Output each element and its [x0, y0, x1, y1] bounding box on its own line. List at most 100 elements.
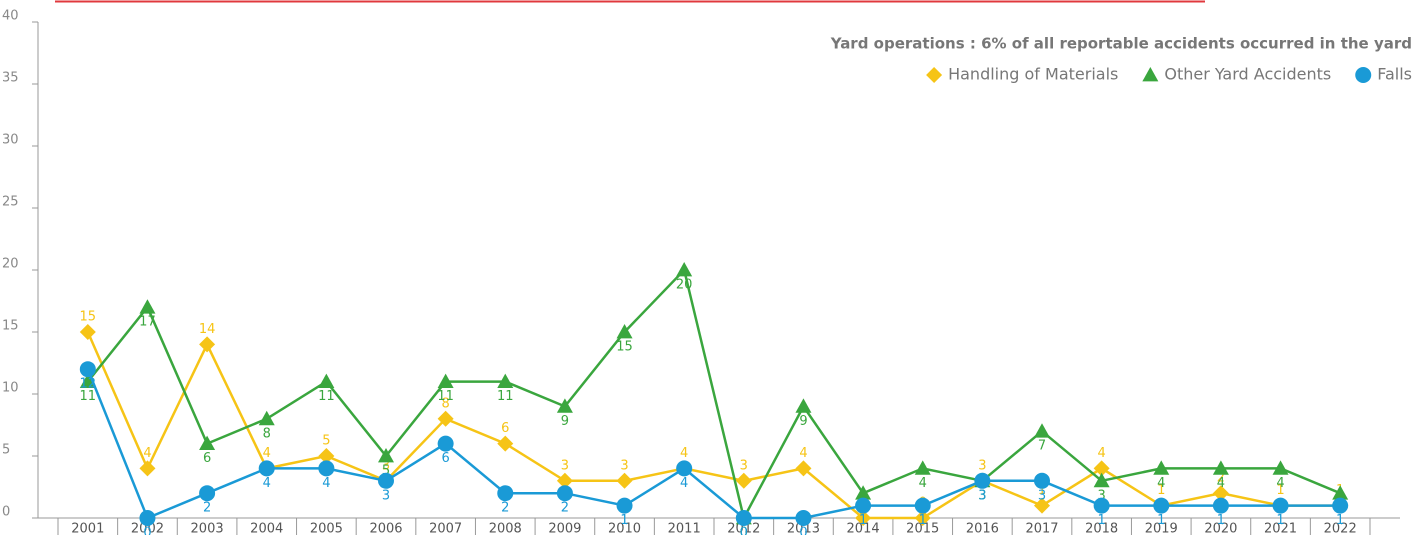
circle-marker — [914, 497, 931, 514]
x-tick-label: 2008 — [489, 522, 522, 535]
series-line — [86, 368, 1341, 520]
data-label: 7 — [1038, 439, 1046, 454]
legend-label: Other Yard Accidents — [1164, 65, 1331, 84]
x-tick-label: 2019 — [1145, 522, 1178, 535]
x-tick-label: 2020 — [1204, 522, 1237, 535]
data-label: 1 — [1276, 483, 1284, 498]
y-tick-label: 35 — [2, 71, 19, 86]
y-tick-label: 30 — [2, 133, 19, 148]
triangle-marker — [795, 398, 812, 413]
triangle-marker — [1332, 485, 1349, 500]
data-label: 0 — [740, 526, 748, 535]
x-tick-label: 2021 — [1264, 522, 1297, 535]
data-label: 5 — [382, 464, 390, 479]
diamond-marker — [795, 460, 812, 477]
data-label: 11 — [497, 389, 514, 404]
y-tick-label: 25 — [2, 195, 19, 210]
circle-marker — [735, 510, 752, 526]
data-label: 2 — [561, 501, 569, 516]
x-tick-label: 2017 — [1025, 522, 1058, 535]
circle-marker — [616, 497, 633, 514]
x-tick-label: 2015 — [906, 522, 939, 535]
diamond-marker — [556, 472, 573, 489]
x-tick-label: 2004 — [250, 522, 283, 535]
data-label: 4 — [1276, 476, 1284, 491]
circle-marker — [1093, 497, 1110, 514]
data-label: 4 — [680, 476, 688, 491]
data-label: 2 — [1217, 471, 1225, 486]
triangle-marker — [1272, 460, 1289, 475]
data-label: 8 — [263, 426, 271, 441]
data-label: 4 — [919, 476, 927, 491]
data-label: 1 — [1276, 513, 1284, 528]
x-tick-label: 2022 — [1324, 522, 1357, 535]
data-label: 4 — [1157, 476, 1165, 491]
circle-marker — [199, 485, 216, 502]
triangle-marker — [378, 448, 394, 463]
circle-marker — [1272, 497, 1289, 514]
circle-marker — [1034, 472, 1050, 489]
chart-title: Yard operations : 6% of all reportable a… — [830, 35, 1412, 53]
diamond-marker — [497, 435, 514, 452]
data-label: 3 — [1097, 488, 1105, 503]
data-label: 0 — [143, 526, 151, 535]
diamond-marker — [926, 67, 943, 83]
diamond-marker — [139, 460, 156, 477]
data-label: 9 — [799, 414, 807, 429]
circle-marker — [1153, 497, 1170, 514]
data-label: 3 — [978, 488, 986, 503]
data-label: 3 — [382, 458, 390, 473]
diamond-marker — [79, 324, 96, 340]
diamond-marker — [914, 510, 931, 526]
circle-marker — [1212, 497, 1229, 514]
data-label: 1 — [1336, 513, 1344, 528]
x-tick-label: 2005 — [310, 522, 343, 535]
data-label: 17 — [139, 315, 156, 330]
data-label: 1 — [620, 513, 628, 528]
x-tick-label: 2002 — [131, 522, 164, 535]
y-tick-label: 5 — [2, 443, 10, 458]
data-label: 1 — [1157, 483, 1165, 498]
circle-marker — [795, 510, 812, 526]
circle-marker — [974, 472, 991, 489]
circle-marker — [676, 460, 693, 477]
data-label: 1 — [1038, 483, 1046, 498]
x-tick-label: 2018 — [1085, 522, 1118, 535]
data-label: 1 — [919, 513, 927, 528]
data-label: 6 — [203, 451, 211, 466]
data-label: 1 — [1157, 513, 1165, 528]
series-line — [86, 267, 1341, 522]
data-label: 1 — [859, 513, 867, 528]
diamond-marker — [1034, 497, 1050, 514]
data-label: 2 — [203, 501, 211, 516]
circle-marker — [139, 510, 156, 526]
x-tick-label: 2014 — [847, 522, 880, 535]
data-label: 6 — [441, 451, 449, 466]
triangle-marker — [79, 373, 96, 388]
data-label: 3 — [382, 488, 390, 503]
diamond-marker — [616, 472, 633, 489]
series-line — [86, 331, 1341, 520]
data-label: 0 — [799, 526, 807, 535]
circle-marker — [437, 435, 454, 452]
circle-marker — [79, 361, 96, 378]
triangle-marker — [258, 410, 275, 426]
circle-marker — [258, 460, 275, 477]
triangle-marker — [676, 262, 693, 277]
legend-label: Falls — [1377, 65, 1412, 84]
data-label: 4 — [263, 446, 271, 461]
diamond-marker — [1093, 460, 1110, 477]
circle-marker — [556, 485, 573, 502]
x-tick-label: 2003 — [191, 522, 224, 535]
data-label: 4 — [799, 446, 807, 461]
data-label: 15 — [616, 340, 633, 355]
triangle-marker — [318, 373, 335, 388]
data-label: 11 — [437, 389, 454, 404]
data-label: 0 — [740, 526, 748, 535]
data-label: 8 — [441, 396, 449, 411]
triangle-marker — [139, 299, 156, 314]
diamond-marker — [735, 472, 752, 489]
triangle-marker — [497, 373, 514, 388]
data-label: 15 — [80, 310, 97, 325]
